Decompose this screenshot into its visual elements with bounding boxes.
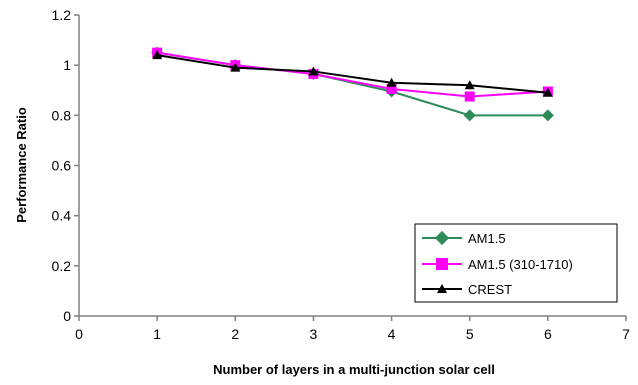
series-layer — [151, 46, 554, 122]
x-axis-title: Number of layers in a multi-junction sol… — [213, 362, 495, 377]
x-tick-label: 3 — [310, 326, 318, 342]
x-tick-label: 0 — [75, 326, 83, 342]
legend-marker-am15 — [434, 230, 450, 246]
data-point-crest — [308, 66, 319, 76]
data-point-am1-5-310-1710 — [464, 91, 475, 102]
data-point-crest — [542, 87, 553, 97]
y-axis-title: Performance Ratio — [14, 107, 29, 223]
x-tick-label: 7 — [622, 326, 630, 342]
y-tick-label: 1 — [63, 57, 71, 73]
series-line-crest — [156, 54, 548, 94]
legend-marker-crest — [437, 284, 447, 293]
data-point-crest — [386, 77, 397, 87]
data-point-crest — [152, 50, 163, 60]
y-ticks: 0 0.2 0.4 0.6 0.8 1 1.2 — [52, 7, 79, 324]
y-tick-label: 0.4 — [52, 208, 72, 224]
y-tick-label: 0.2 — [52, 258, 72, 274]
legend-marker-am15-310-1710 — [436, 258, 448, 270]
data-point-am1-5-310-1710 — [386, 83, 397, 94]
data-point-crest — [464, 80, 475, 90]
x-ticks: 0 1 2 3 4 5 6 7 — [75, 316, 630, 342]
x-tick-label: 2 — [231, 326, 239, 342]
y-tick-label: 0 — [63, 308, 71, 324]
legend-label-crest: CREST — [468, 282, 512, 297]
x-tick-label: 5 — [466, 326, 474, 342]
data-point-am1-5 — [541, 109, 554, 122]
data-point-am1-5 — [463, 109, 476, 122]
legend-label-am15-310-1710: AM1.5 (310-1710) — [468, 257, 573, 272]
y-tick-label: 0.6 — [52, 158, 72, 174]
legend-label-am15: AM1.5 — [468, 231, 506, 246]
series-line-am1-5-310-1710 — [156, 51, 548, 98]
y-tick-label: 1.2 — [52, 7, 72, 23]
legend: AM1.5 AM1.5 (310-1710) CREST — [414, 223, 618, 303]
x-tick-label: 4 — [388, 326, 396, 342]
x-tick-label: 6 — [544, 326, 552, 342]
x-tick-label: 1 — [153, 326, 161, 342]
data-point-crest — [230, 62, 241, 72]
y-tick-label: 0.8 — [52, 107, 72, 123]
